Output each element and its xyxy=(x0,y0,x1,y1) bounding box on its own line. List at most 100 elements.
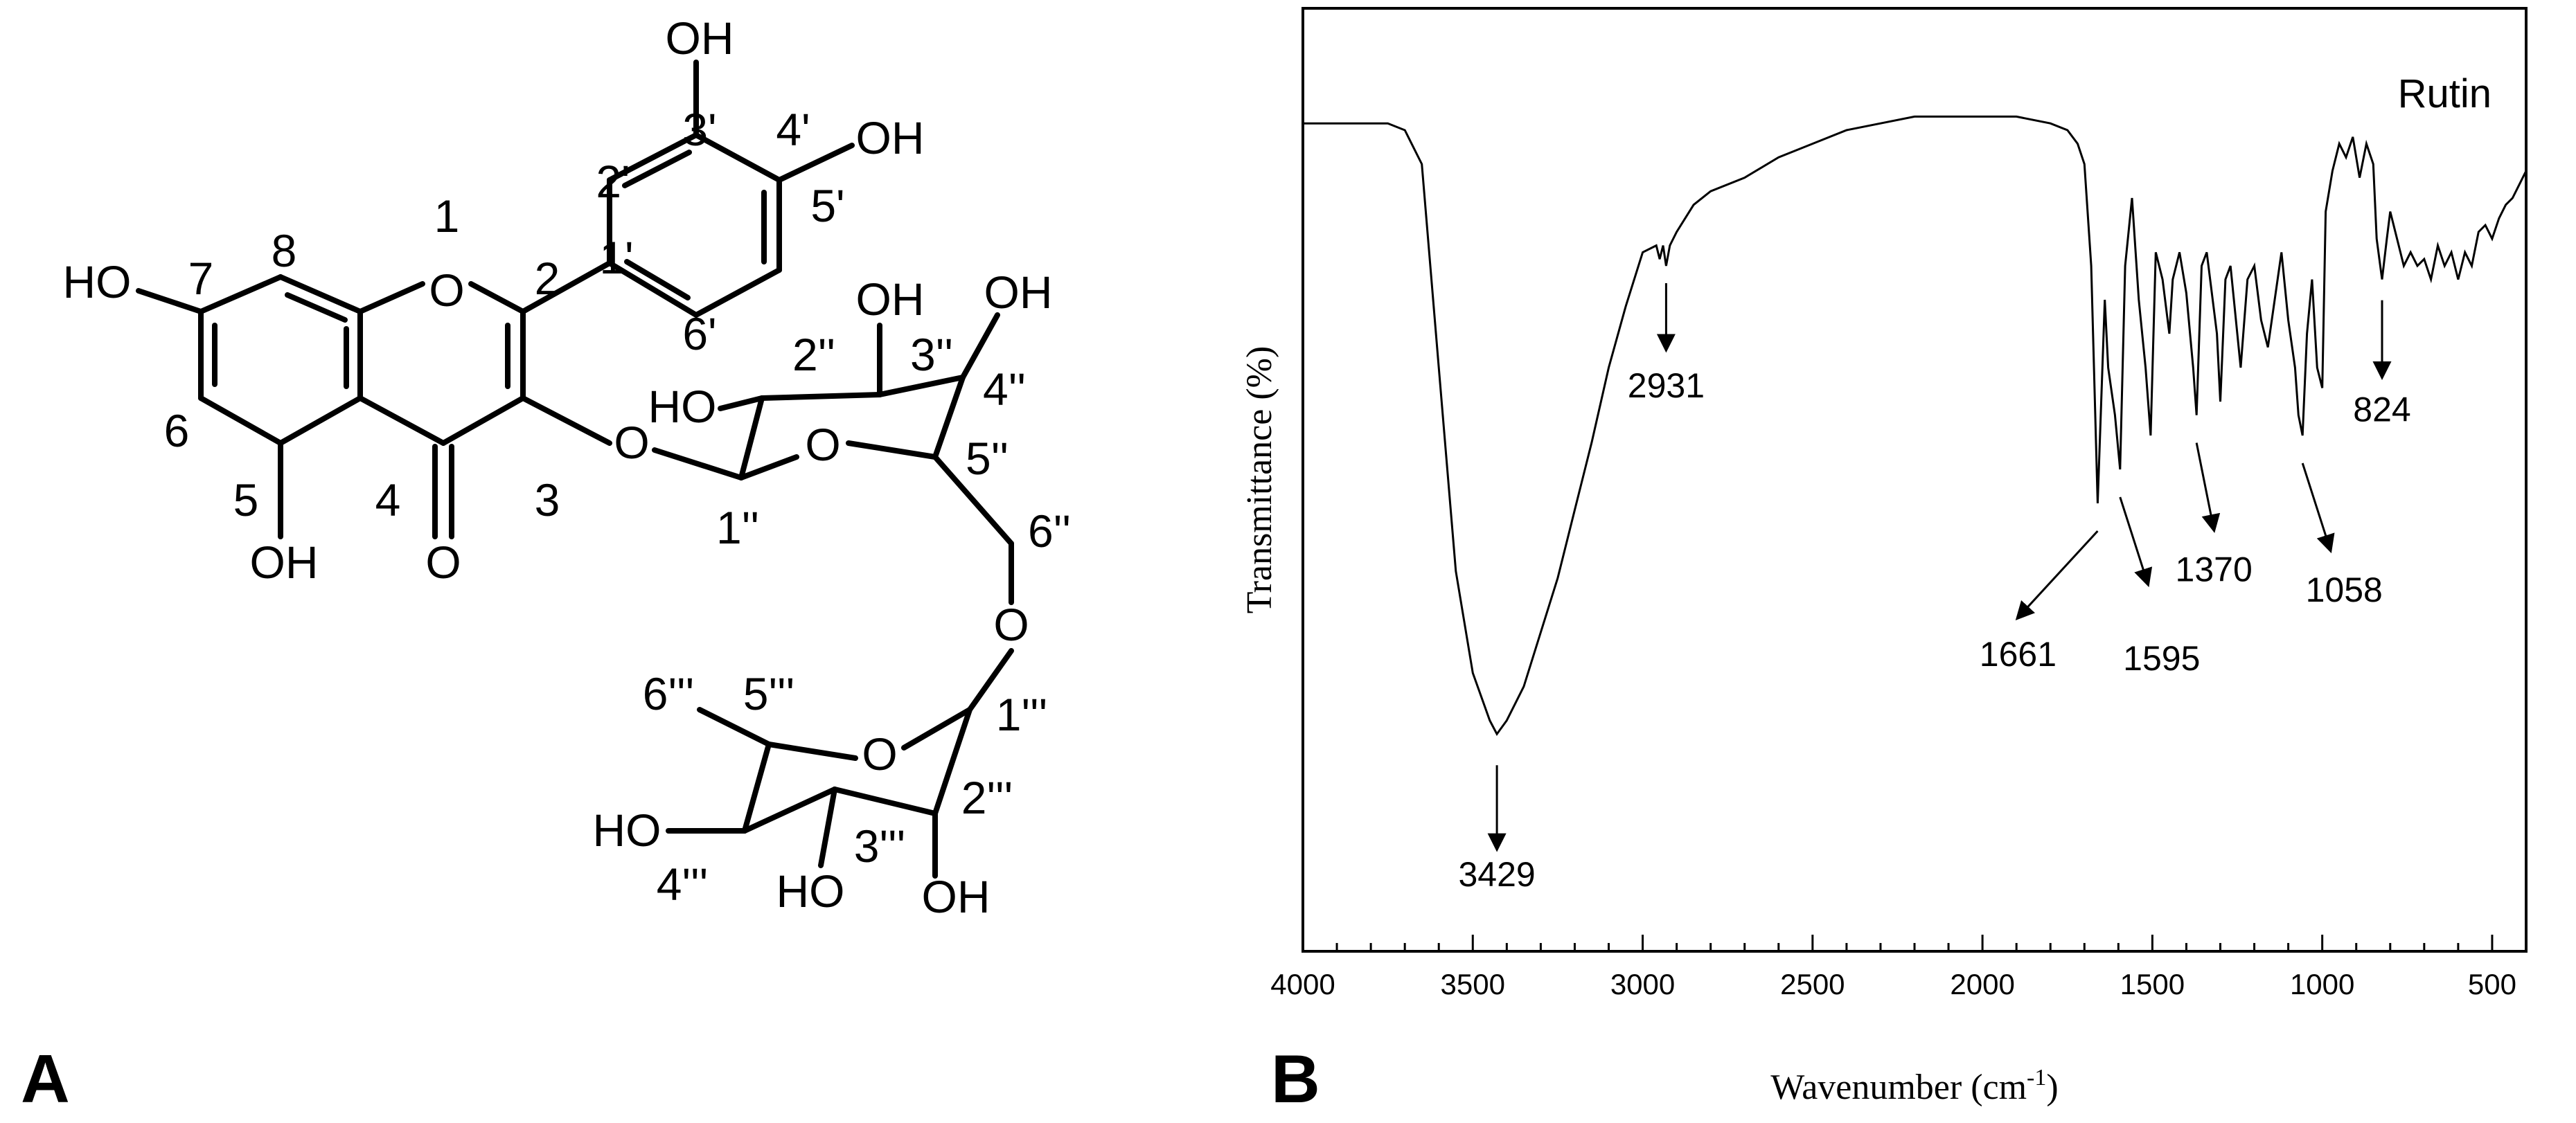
atom-o4: O xyxy=(425,537,461,588)
peak-arrow xyxy=(2015,530,2099,620)
peak-label: 1370 xyxy=(2176,550,2253,589)
bond-double-a1 xyxy=(285,292,348,323)
x-tick-label: 4000 xyxy=(1270,968,1335,1000)
x-tick-label: 3500 xyxy=(1441,968,1505,1000)
bond-c4dd-c5dd xyxy=(932,375,966,460)
bond-c3ddd-oh xyxy=(818,787,837,868)
position-5p: 5' xyxy=(810,180,844,231)
position-2: 2 xyxy=(535,253,560,304)
x-tick-label: 3000 xyxy=(1610,968,1675,1000)
atom-oh-2ddd: OH xyxy=(922,871,991,922)
bond-c4-c4a xyxy=(357,395,446,446)
x-axis-title: Wavenumber (cm-1) xyxy=(1770,1065,2058,1107)
bond-o1-c2 xyxy=(468,281,526,314)
peak-arrow xyxy=(2195,442,2221,533)
bond-c3ddd-c4ddd xyxy=(742,787,837,834)
bond-double-b1 xyxy=(622,150,692,188)
x-tick-label: 2500 xyxy=(1780,968,1845,1000)
series-label-rutin: Rutin xyxy=(2398,71,2491,116)
bond-c8a-o1 xyxy=(357,281,425,314)
atom-oh-2dd: HO xyxy=(648,381,717,432)
atom-oh-4ddd: HO xyxy=(593,805,661,856)
position-5: 5 xyxy=(233,474,259,525)
bond-c7-oh xyxy=(136,288,204,314)
atom-oh-3p: OH xyxy=(666,12,734,64)
position-2dd: 2'' xyxy=(792,329,835,380)
bond-c5-c6 xyxy=(198,395,283,446)
position-2ddd: 2''' xyxy=(961,772,1013,823)
bond-c3-o xyxy=(520,395,612,446)
bond-c5dd-o xyxy=(846,440,938,460)
x-tick-label: 2000 xyxy=(1950,968,2014,1000)
series-line-rutin xyxy=(1303,115,2528,737)
position-1p: 1' xyxy=(599,232,633,283)
position-3dd: 3'' xyxy=(910,329,953,380)
peak-label: 1661 xyxy=(1980,635,2057,674)
position-1: 1 xyxy=(434,190,460,242)
bond-c4dd-oh xyxy=(960,312,1000,380)
position-3p: 3' xyxy=(682,104,716,155)
bond-c3-c4 xyxy=(441,395,526,446)
atom-oh-5: OH xyxy=(250,537,319,588)
atom-oh-4dd: OH xyxy=(984,267,1053,318)
bond-c5ddd-o xyxy=(766,742,858,761)
atom-oh-7: HO xyxy=(63,256,132,307)
bond-c3p-c4p xyxy=(693,132,782,183)
position-1dd: 1'' xyxy=(716,502,759,553)
position-5ddd: 5''' xyxy=(743,668,795,719)
peak-label: 1058 xyxy=(2306,571,2383,609)
bond-c1ddd-c2ddd xyxy=(932,707,972,816)
peak-label: 2931 xyxy=(1628,366,1705,405)
panel-label-b: B xyxy=(1271,1041,1320,1117)
atom-oh-4p: OH xyxy=(856,112,925,163)
bond-c4a-c5 xyxy=(278,395,363,446)
peak-arrow xyxy=(2301,462,2335,554)
bond-c5dd-c6dd xyxy=(932,454,1014,546)
x-axis-ticks xyxy=(1302,935,2494,951)
atom-oh-3dd: OH xyxy=(856,273,925,325)
position-6: 6 xyxy=(164,405,190,456)
position-7: 7 xyxy=(188,253,214,304)
x-axis-title-main: Wavenumber (cm xyxy=(1770,1068,2027,1107)
peak-label: 3429 xyxy=(1458,855,1535,894)
bond-c7-c8 xyxy=(198,274,283,314)
bond-c2dd-oh xyxy=(718,395,765,411)
position-3: 3 xyxy=(535,474,560,525)
atom-o1: O xyxy=(429,264,464,316)
x-axis-title-close: ) xyxy=(2046,1068,2058,1107)
peak-label: 1595 xyxy=(2123,639,2200,678)
bond-o-c1dd xyxy=(652,447,744,480)
position-4p: 4' xyxy=(776,104,810,155)
x-axis-tick-labels: 4000 3500 3000 2500 2000 1500 1000 500 xyxy=(1270,968,2516,1000)
x-axis-title-superscript: -1 xyxy=(2027,1065,2046,1090)
bond-c4ddd-c5ddd xyxy=(742,742,772,834)
peak-label: 824 xyxy=(2353,390,2410,429)
bond-c6p-c1p xyxy=(607,260,699,318)
bond-c2dd-c3dd xyxy=(759,392,882,401)
bond-c4p-oh xyxy=(776,143,855,183)
bond-c2p-c3p xyxy=(607,132,699,183)
atom-o-ring-glucose: O xyxy=(805,419,840,470)
atom-o-3: O xyxy=(614,417,649,468)
position-8: 8 xyxy=(272,225,297,276)
position-6dd: 6'' xyxy=(1028,505,1071,557)
atom-oh-3ddd: HO xyxy=(776,865,845,917)
bond-c2-c1p xyxy=(520,260,612,314)
structure-labels: O O OH OH HO OH O O O O HO OH OH HO HO O… xyxy=(63,12,1071,922)
bond-o-c1ddd-ring xyxy=(901,707,972,751)
bond-c8-c8a xyxy=(278,274,363,314)
bond-o-c1ddd xyxy=(967,648,1014,712)
atom-o-6dd: O xyxy=(993,599,1029,650)
x-tick-label: 500 xyxy=(2468,968,2516,1000)
position-3ddd: 3''' xyxy=(854,820,906,872)
position-6ddd: 6''' xyxy=(643,668,695,719)
peak-arrow xyxy=(2119,496,2153,588)
bond-c3dd-c4dd xyxy=(877,375,966,397)
peak-annotations: 3429 2931 1661 1595 1370 1058 824 xyxy=(1458,283,2411,894)
bond-c5p-c6p xyxy=(693,267,782,318)
atom-o-ring-rhamnose: O xyxy=(862,728,897,780)
x-tick-label: 1000 xyxy=(2290,968,2354,1000)
x-tick-label: 1500 xyxy=(2120,968,2185,1000)
position-5dd: 5'' xyxy=(966,433,1009,484)
